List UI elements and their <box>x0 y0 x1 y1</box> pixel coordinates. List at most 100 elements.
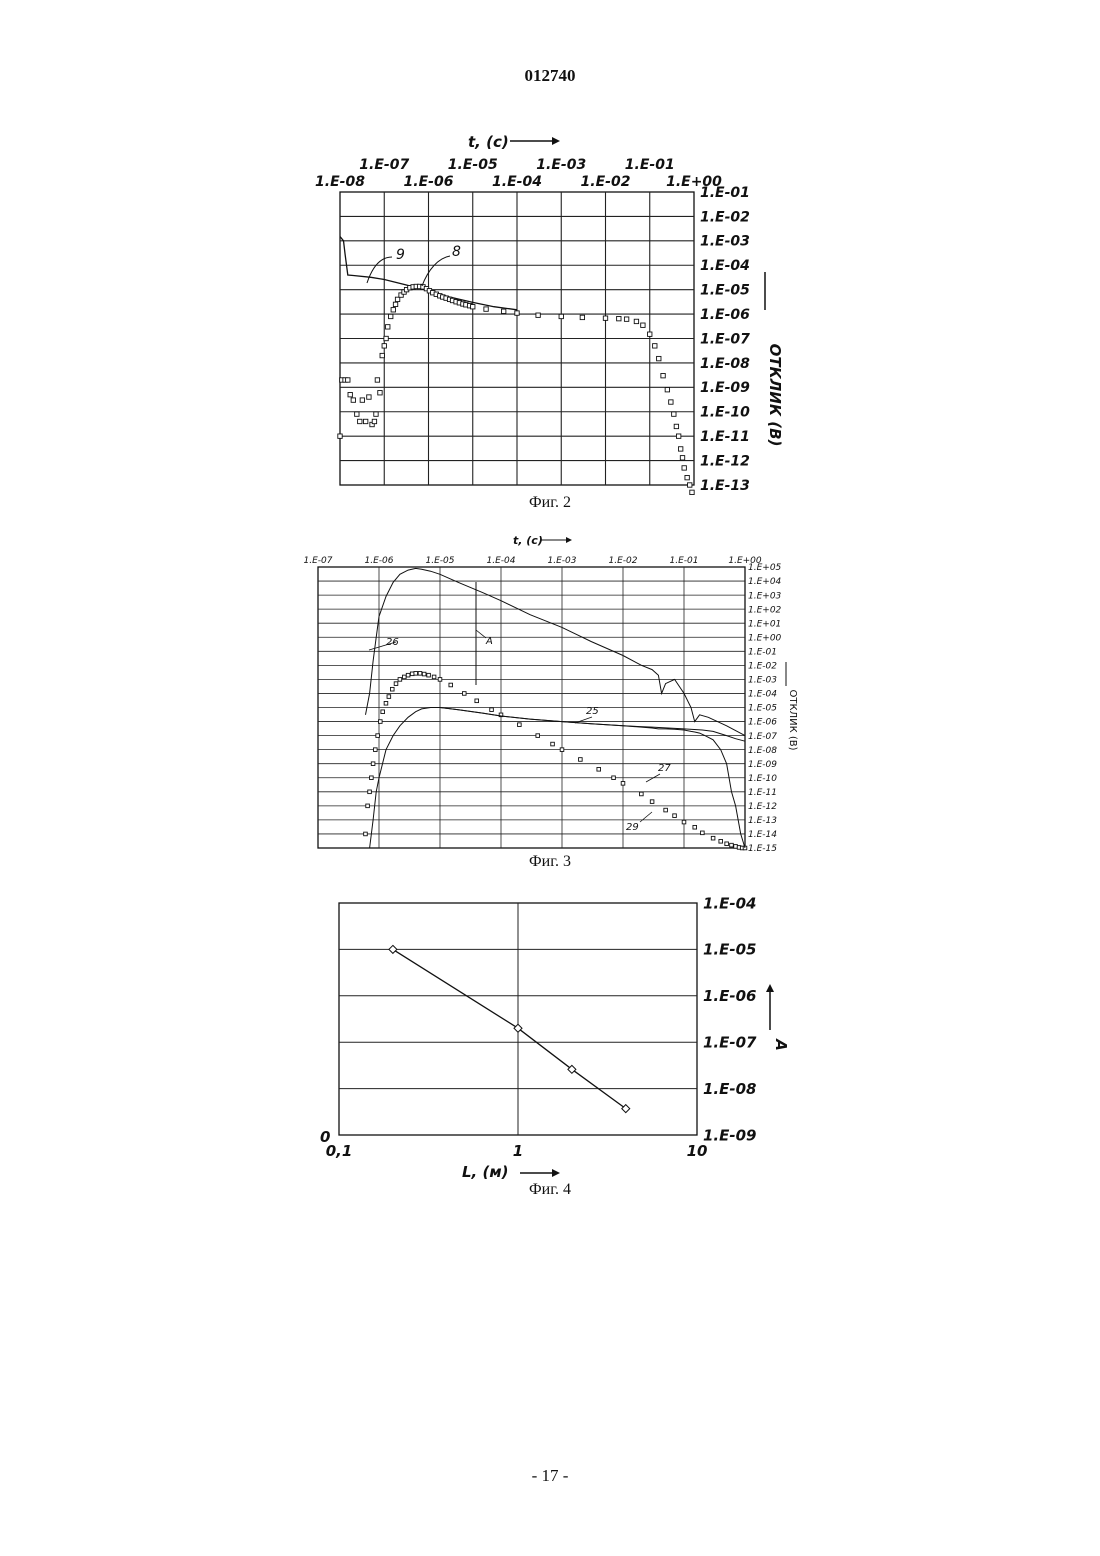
fig3-x-axis-label: t, (c) <box>513 534 543 547</box>
fig3-data-point <box>536 734 540 738</box>
fig4-y-tick-label: 1.E-04 <box>703 894 756 912</box>
fig3-ticks: 1.E+051.E+041.E+031.E+021.E+011.E+001.E-… <box>304 556 782 854</box>
fig2-data-point <box>680 456 684 460</box>
fig3-data-point <box>394 682 398 686</box>
fig2-x-tick-label: 1.E-01 <box>625 157 675 173</box>
fig3-x-tick-label: 1.E-06 <box>365 556 394 566</box>
fig2-data-point <box>678 447 682 451</box>
fig2-y-tick-label: 1.E-04 <box>700 258 750 274</box>
fig2-data-point <box>358 419 362 423</box>
fig2-y-tick-label: 1.E-08 <box>700 356 750 372</box>
fig2-data-point <box>617 316 621 320</box>
fig2-x-tick-label: 1.E-07 <box>359 157 409 173</box>
fig3-data-point <box>387 695 391 699</box>
fig2-y-tick-label: 1.E-02 <box>700 209 750 225</box>
fig2-data-point <box>375 378 379 382</box>
fig3-data-point <box>368 790 372 794</box>
fig3-data-point <box>551 742 555 746</box>
fig2-data-point <box>484 307 488 311</box>
fig3-data-point <box>734 845 738 849</box>
fig2-data-point <box>395 297 399 301</box>
fig2-data-point <box>374 412 378 416</box>
fig3-data-point <box>370 776 374 780</box>
fig3-data-point <box>406 673 410 677</box>
fig3-data-point <box>462 692 466 696</box>
fig4-y-tick-label: 1.E-07 <box>703 1033 757 1051</box>
fig3-x-tick-label: 1.E-07 <box>304 556 333 566</box>
fig2-data-point <box>384 336 388 340</box>
fig2-label-8: 8 <box>452 244 461 260</box>
fig3-data-point <box>693 825 697 829</box>
fig3-data-point <box>597 767 601 771</box>
fig3-data-point <box>390 687 394 691</box>
fig2-data-point <box>669 400 673 404</box>
fig2-x-tick-label: 1.E-04 <box>492 174 542 190</box>
fig2-data-point <box>665 387 669 391</box>
fig2-x-tick-label: 1.E-08 <box>315 174 365 190</box>
fig3-data-point <box>366 804 370 808</box>
fig2-y-tick-label: 1.E-07 <box>700 331 750 347</box>
figure-3-chart: 1.E+051.E+041.E+031.E+021.E+011.E+001.E-… <box>0 530 1100 870</box>
fig3-data-point <box>579 758 583 762</box>
fig2-y-tick-label: 1.E-09 <box>700 380 750 396</box>
fig2-data-point <box>348 392 352 396</box>
fig3-y-axis-label: ОТКЛИК (В) <box>787 689 798 750</box>
fig2-caption: Фиг. 2 <box>0 494 1100 512</box>
fig3-data-point <box>438 678 442 682</box>
fig3-leader-29 <box>640 812 652 822</box>
fig2-data-point <box>360 398 364 402</box>
fig3-y-tick-label: 1.E-08 <box>748 746 777 756</box>
fig4-data-point <box>389 945 397 953</box>
fig2-data-point <box>688 483 692 487</box>
fig3-data-point <box>427 673 431 677</box>
fig2-data-point <box>363 419 367 423</box>
fig2-data-point <box>653 344 657 348</box>
fig3-data-point <box>376 734 380 738</box>
fig3-data-point <box>381 710 385 714</box>
fig4-grid <box>339 903 697 1135</box>
fig2-data-point <box>674 424 678 428</box>
fig2-grid <box>340 192 694 485</box>
fig4-ticks: 1.E-041.E-051.E-061.E-071.E-081.E-090,11… <box>326 894 757 1160</box>
fig3-label-25: 25 <box>586 706 599 717</box>
fig2-data-point <box>393 302 397 306</box>
fig3-y-tick-label: 1.E-02 <box>748 662 777 672</box>
fig3-y-tick-label: 1.E-09 <box>748 760 777 770</box>
fig3-y-tick-label: 1.E-12 <box>748 802 777 812</box>
fig2-x-tick-label: 1.E-05 <box>448 157 498 173</box>
fig3-y-tick-label: 1.E-01 <box>748 647 777 657</box>
fig3-y-tick-label: 1.E-10 <box>748 774 777 784</box>
fig3-label-27: 27 <box>658 763 671 774</box>
arrow-right-icon <box>520 1169 560 1177</box>
fig3-data-point <box>374 748 378 752</box>
fig3-data-point <box>682 820 686 824</box>
fig2-x-tick-label: 1.E+00 <box>666 174 722 190</box>
fig2-data-point <box>603 316 607 320</box>
fig2-y-tick-label: 1.E-05 <box>700 283 750 299</box>
fig3-data-point <box>673 814 677 818</box>
fig2-data-point <box>685 475 689 479</box>
fig2-data-point <box>682 466 686 470</box>
fig2-data-point <box>661 373 665 377</box>
fig3-data-point <box>711 836 715 840</box>
fig3-data-point <box>414 672 418 676</box>
fig3-data-point <box>560 748 564 752</box>
fig3-x-tick-label: 1.E-04 <box>487 556 516 566</box>
fig3-label-26: 26 <box>386 637 399 648</box>
fig2-data-point <box>471 305 475 309</box>
fig2-data-point <box>559 314 563 318</box>
fig2-data-point <box>378 391 382 395</box>
fig2-data-point <box>367 395 371 399</box>
fig2-data-point <box>391 308 395 312</box>
fig3-data-point <box>490 708 494 712</box>
fig3-data-point <box>650 800 654 804</box>
fig3-data-point <box>664 808 668 812</box>
fig2-x-tick-label: 1.E-02 <box>581 174 631 190</box>
fig2-data-point <box>672 412 676 416</box>
fig4-x-axis-label: L, (м) <box>462 1163 508 1181</box>
arrow-right-icon <box>510 137 560 145</box>
fig2-data-point <box>580 315 584 319</box>
fig3-y-tick-label: 1.E-14 <box>748 830 777 840</box>
fig2-label-9: 9 <box>396 247 405 263</box>
fig3-data-point <box>384 701 388 705</box>
